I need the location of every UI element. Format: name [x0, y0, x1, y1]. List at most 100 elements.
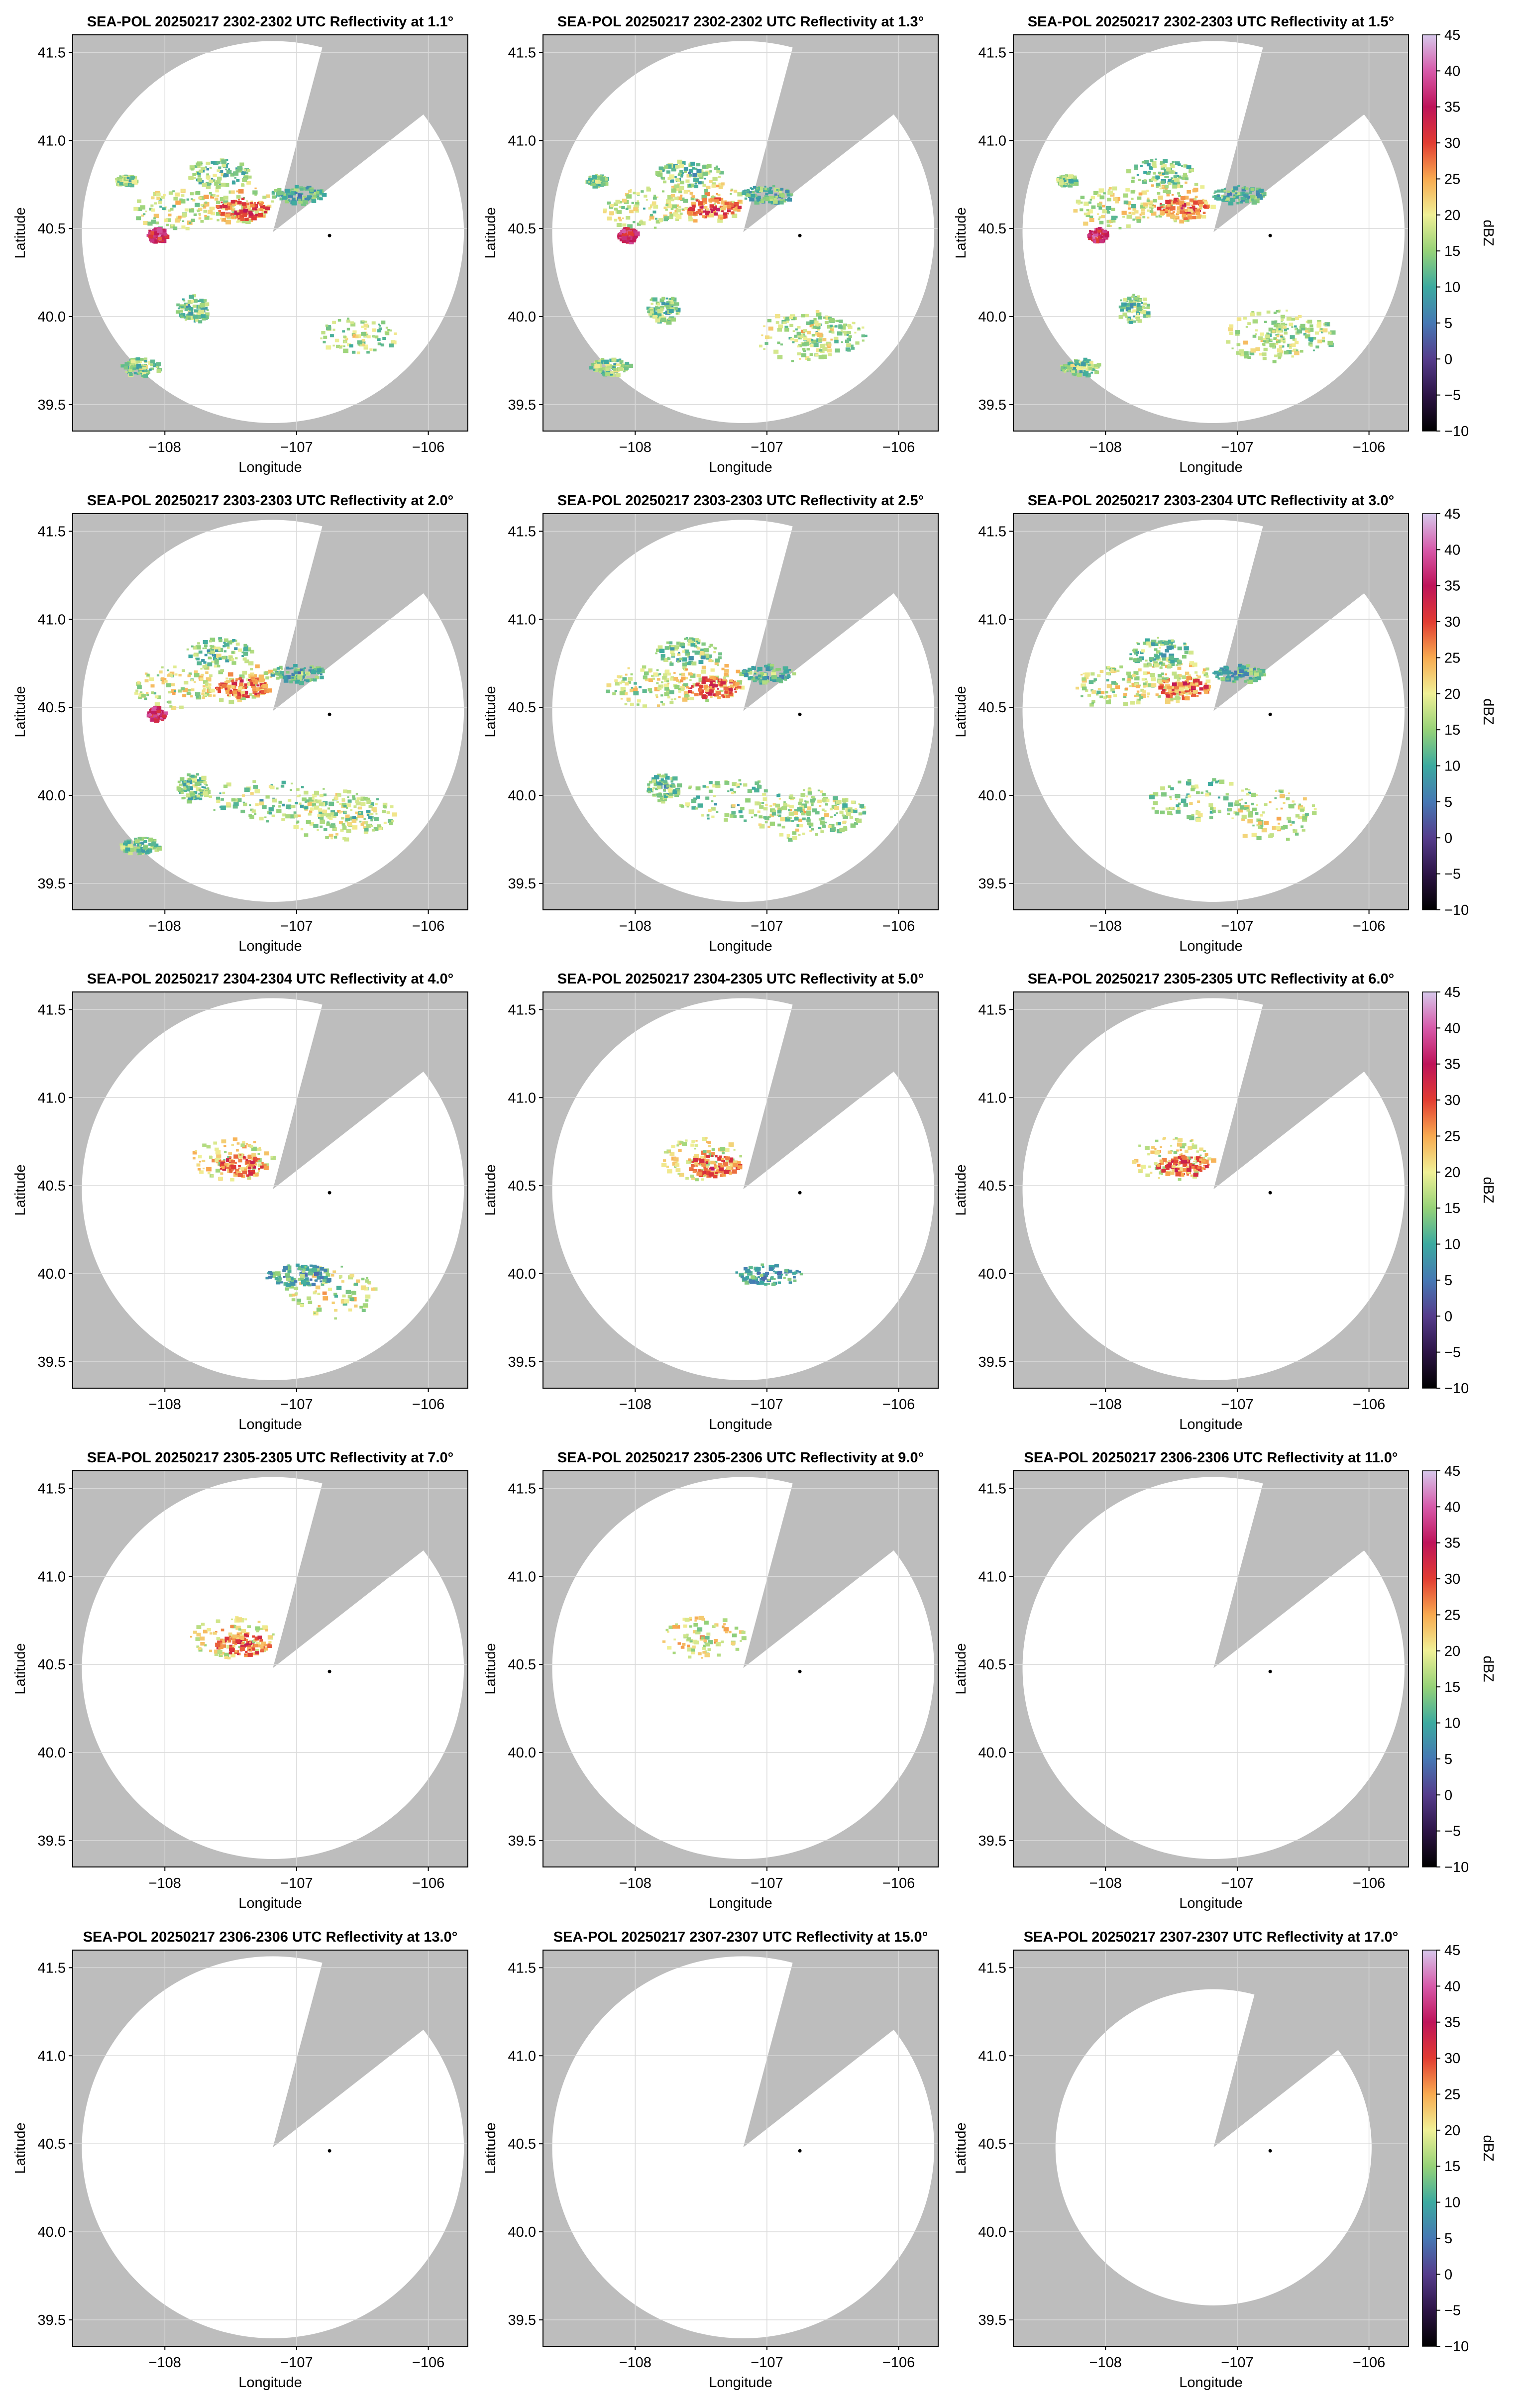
echo-pixel [203, 680, 208, 684]
panel-frame [542, 513, 939, 910]
echo-pixel [1243, 194, 1249, 198]
echo-pixel [1163, 189, 1168, 193]
echo-pixel [835, 320, 838, 322]
echo-pixel [648, 313, 652, 316]
echo-pixel [652, 201, 656, 205]
y-tick-label: 41.0 [508, 133, 536, 149]
echo-pixel [1138, 192, 1143, 196]
echo-pixel [138, 693, 144, 697]
echo-pixel [366, 824, 371, 828]
echo-pixel [163, 219, 168, 222]
echo-pixel [1245, 200, 1249, 204]
echo-pixel [1291, 350, 1293, 352]
echo-pixel [619, 681, 622, 684]
echo-pixel [691, 685, 693, 687]
site-marker [327, 712, 331, 716]
echo-pixel [855, 808, 857, 810]
echo-pixel [677, 196, 682, 201]
echo-pixel [320, 825, 323, 828]
echo-pixel [201, 786, 204, 788]
echo-pixel [701, 814, 705, 817]
echo-pixel [1098, 216, 1101, 219]
echo-pixel [656, 704, 660, 707]
echo-pixel [163, 232, 168, 236]
echo-pixel [1247, 322, 1251, 326]
echo-pixel [838, 324, 842, 328]
echo-pixel [332, 328, 335, 331]
echo-pixel [250, 682, 255, 686]
echo-pixel [606, 368, 609, 371]
echo-pixel [670, 301, 674, 305]
echo-pixel [281, 668, 283, 670]
echo-pixel [203, 661, 207, 664]
echo-pixel [191, 774, 195, 778]
echo-pixel [204, 694, 207, 696]
echo-pixel [176, 303, 180, 307]
echo-pixel [223, 638, 228, 642]
echo-pixel [666, 680, 669, 682]
echo-pixel [1189, 681, 1193, 685]
y-tick-label: 40.5 [978, 221, 1006, 237]
echo-pixel [763, 807, 768, 811]
echo-pixel [1085, 363, 1088, 366]
echo-pixel [691, 195, 695, 198]
echo-pixel [1143, 314, 1148, 318]
echo-pixel [752, 191, 755, 194]
echo-pixel [1259, 352, 1263, 356]
x-tick-label: −107 [280, 918, 313, 934]
echo-pixel [211, 212, 215, 216]
echo-pixel [820, 343, 826, 348]
echo-pixel [291, 782, 293, 784]
echo-pixel [774, 193, 777, 196]
echo-pixel [667, 672, 671, 676]
echo-pixel [842, 807, 845, 810]
echo-pixel [124, 362, 130, 366]
echo-pixel [616, 363, 620, 367]
echo-pixel [359, 812, 361, 814]
echo-pixel [335, 833, 339, 836]
echo-pixel [1097, 233, 1102, 237]
echo-pixel [1172, 671, 1177, 676]
y-tick-label: 40.5 [508, 700, 536, 716]
echo-pixel [1226, 197, 1230, 200]
echo-pixel [215, 197, 218, 201]
echo-pixel [777, 355, 783, 359]
echo-pixel [720, 217, 723, 220]
echo-pixel [679, 213, 683, 215]
echo-pixel [658, 685, 661, 688]
echo-pixel [811, 339, 817, 344]
echo-pixel [147, 221, 153, 226]
echo-pixel [253, 215, 256, 217]
echo-pixel [723, 686, 729, 691]
echo-pixel [194, 309, 198, 313]
echo-pixel [668, 216, 673, 219]
echo-pixel [827, 348, 832, 353]
echo-pixel [764, 335, 770, 339]
echo-pixel [670, 698, 673, 701]
echo-pixel [669, 792, 674, 796]
echo-pixel [248, 647, 251, 650]
echo-pixel [592, 184, 598, 189]
echo-pixel [1167, 665, 1172, 669]
echo-pixel [307, 195, 312, 199]
echo-pixel [320, 814, 324, 817]
echo-pixel [246, 181, 251, 185]
echo-pixel [128, 184, 132, 186]
echo-pixel [1168, 688, 1172, 692]
echo-pixel [1170, 205, 1173, 207]
panel-frame [542, 34, 939, 432]
echo-pixel [685, 179, 690, 183]
echo-pixel [1073, 179, 1079, 184]
echo-pixel [366, 800, 372, 804]
echo-pixel [679, 657, 683, 660]
echo-pixel [805, 356, 808, 360]
echo-pixel [822, 338, 827, 341]
echo-pixel [744, 189, 748, 192]
echo-pixel [146, 850, 150, 853]
echo-pixel [1073, 374, 1077, 376]
echo-pixel [193, 797, 196, 799]
echo-pixel [1089, 364, 1095, 369]
echo-pixel [226, 647, 229, 649]
echo-pixel [241, 687, 245, 689]
echo-pixel [232, 211, 235, 214]
